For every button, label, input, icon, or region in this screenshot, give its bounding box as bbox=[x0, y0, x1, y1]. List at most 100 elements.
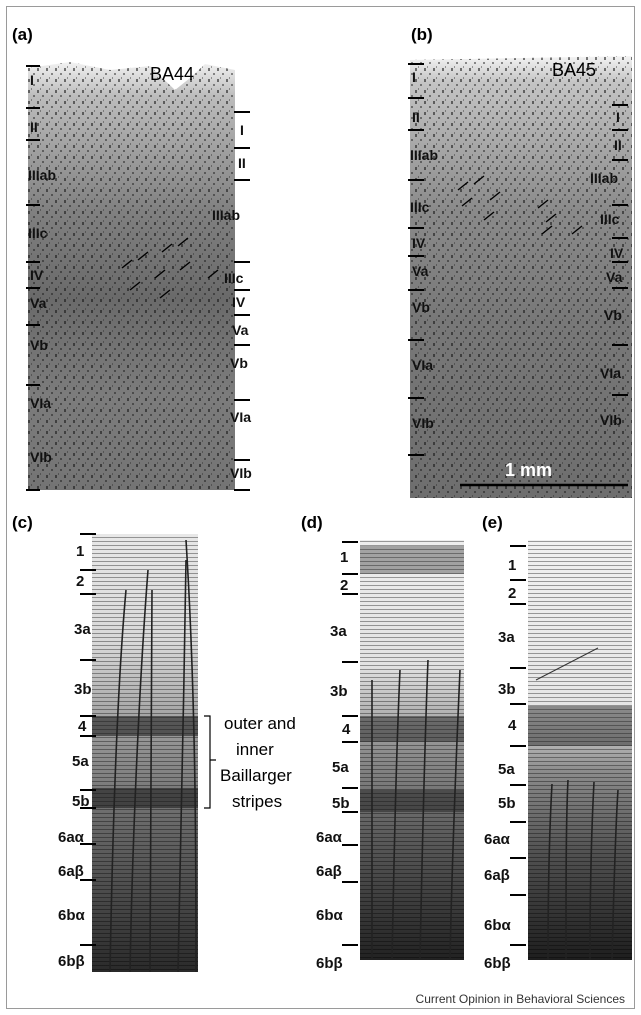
layer-label: 3b bbox=[74, 681, 92, 698]
layer-label: 6aβ bbox=[484, 867, 510, 884]
layer-label: 6bβ bbox=[58, 953, 85, 970]
stripes-annotation-line: Baillarger bbox=[220, 766, 292, 785]
layer-label: VIb bbox=[412, 415, 434, 431]
panel-e-label: (e) bbox=[482, 513, 503, 532]
layer-label: VIa bbox=[412, 357, 433, 373]
layer-label: IIIc bbox=[600, 211, 620, 227]
figure-frame bbox=[6, 6, 635, 1009]
layer-label: II bbox=[412, 109, 420, 125]
panel-c: (c) outer and inner Baillarger stripes bbox=[12, 513, 296, 973]
layer-label: 4 bbox=[508, 717, 517, 734]
panel-b: (b) BA45 1 mm bbox=[410, 25, 632, 498]
layer-label: VIb bbox=[230, 465, 252, 481]
layer-label: 6aβ bbox=[58, 863, 84, 880]
layer-label: IV bbox=[412, 235, 426, 251]
layer-ticks-e bbox=[510, 545, 526, 946]
layer-label: Vb bbox=[412, 299, 430, 315]
layer-label: 4 bbox=[78, 718, 87, 735]
layer-label: I bbox=[240, 122, 244, 138]
layer-label: 2 bbox=[508, 585, 516, 602]
panel-d-layers: 1 2 3a 3b 4 5a 5b 6aα 6aβ 6bα 6bβ bbox=[316, 541, 358, 972]
panel-a-right-layers: I II IIIab IIIc IV Va Vb VIa VIb bbox=[212, 111, 252, 491]
layer-label: 6bα bbox=[316, 907, 344, 924]
layer-label: 5b bbox=[332, 795, 350, 812]
layer-label: Vb bbox=[604, 307, 622, 323]
layer-ticks-b-right bbox=[612, 104, 628, 396]
layer-label: 6aα bbox=[58, 829, 85, 846]
layer-label: 6aα bbox=[484, 831, 511, 848]
panel-b-label: (b) bbox=[411, 25, 433, 44]
layer1-band-d bbox=[360, 546, 464, 574]
layer-label: II bbox=[614, 137, 622, 153]
stripes-annotation-line: inner bbox=[236, 740, 274, 759]
layer-label: II bbox=[30, 119, 38, 135]
layer-label: VIb bbox=[600, 412, 622, 428]
layer-label: I bbox=[616, 109, 620, 125]
layer-ticks-d bbox=[342, 541, 358, 946]
myelin-texture-d bbox=[360, 540, 464, 960]
stripes-annotation-line: outer and bbox=[224, 714, 296, 733]
layer-label: IIIab bbox=[410, 147, 438, 163]
layer-label: IV bbox=[232, 294, 246, 310]
layer-label: Va bbox=[606, 269, 623, 285]
outer-band-e bbox=[528, 706, 632, 746]
layer-label: Va bbox=[30, 295, 47, 311]
inner-band-d bbox=[360, 790, 464, 812]
layer-ticks-a-right bbox=[234, 111, 250, 491]
layer-label: 6bα bbox=[58, 907, 86, 924]
layer-label: IIIab bbox=[28, 167, 56, 183]
layer-label: 3b bbox=[330, 683, 348, 700]
layer-label: 2 bbox=[340, 577, 348, 594]
layer-label: VIa bbox=[230, 409, 251, 425]
layer-label: 6aβ bbox=[316, 863, 342, 880]
radial-fibers-d bbox=[371, 659, 461, 961]
nissl-texture-b bbox=[410, 56, 632, 498]
layer-label: IIIab bbox=[590, 170, 618, 186]
pyramidal-cell-arrows-b bbox=[457, 175, 583, 235]
layer-ticks-b-left bbox=[408, 63, 424, 456]
layer-label: 5a bbox=[332, 759, 349, 776]
layer-label: 6bβ bbox=[316, 955, 343, 972]
layer-label: Va bbox=[232, 322, 249, 338]
layer-ticks-a-left bbox=[26, 65, 40, 491]
layer-label: I bbox=[30, 72, 34, 88]
outer-baillarger-stripe bbox=[92, 716, 198, 736]
panel-b-left-layers: I II IIIab IIIc IV Va Vb VIa VIb bbox=[408, 63, 438, 456]
pyramidal-cell-arrows-a bbox=[121, 237, 219, 299]
layer-label: 6aα bbox=[316, 829, 343, 846]
layer-label: 5b bbox=[72, 793, 90, 810]
layer-ticks-c bbox=[80, 533, 96, 946]
layer-label: I bbox=[412, 69, 416, 85]
layer-label: 6bβ bbox=[484, 955, 511, 972]
layer-label: IIIab bbox=[212, 207, 240, 223]
layer-label: 3a bbox=[74, 621, 91, 638]
layer-label: 1 bbox=[76, 543, 84, 560]
panel-d: (d) bbox=[301, 513, 464, 961]
layer-label: IIIc bbox=[410, 199, 430, 215]
layer-label: 3a bbox=[498, 629, 515, 646]
layer-label: Vb bbox=[230, 355, 248, 371]
layer-label: 5a bbox=[498, 761, 515, 778]
outer-band-d bbox=[360, 716, 464, 742]
layer-label: 3b bbox=[498, 681, 516, 698]
panel-a-left-layers: I II IIIab IIIc IV Va Vb VIa VIb bbox=[26, 65, 56, 491]
panel-e-layers: 1 2 3a 3b 4 5a 5b 6aα 6aβ 6bα 6bβ bbox=[484, 545, 526, 972]
layer-label: 4 bbox=[342, 721, 351, 738]
stray-fiber-e bbox=[535, 647, 599, 681]
area-label-ba45: BA45 bbox=[552, 60, 596, 80]
nissl-texture-a bbox=[28, 62, 235, 490]
stripes-bracket bbox=[204, 715, 216, 809]
layer-label: 1 bbox=[340, 549, 348, 566]
inner-baillarger-stripe bbox=[92, 788, 198, 808]
radial-fibers-e bbox=[547, 779, 619, 961]
layer-label: VIb bbox=[30, 449, 52, 465]
layer-label: IV bbox=[30, 267, 44, 283]
layer-label: IIIc bbox=[28, 225, 48, 241]
layer-label: 6bα bbox=[484, 917, 512, 934]
layer-label: 2 bbox=[76, 573, 84, 590]
panel-b-right-layers: I II IIIab IIIc IV Va Vb VIa VIb bbox=[590, 104, 628, 428]
layer-label: Va bbox=[412, 263, 429, 279]
layer-label: 3a bbox=[330, 623, 347, 640]
myelin-texture-e bbox=[528, 540, 632, 960]
panel-c-layers: 1 2 3a 3b 4 5a 5b 6aα 6aβ 6bα 6bβ bbox=[58, 533, 96, 970]
